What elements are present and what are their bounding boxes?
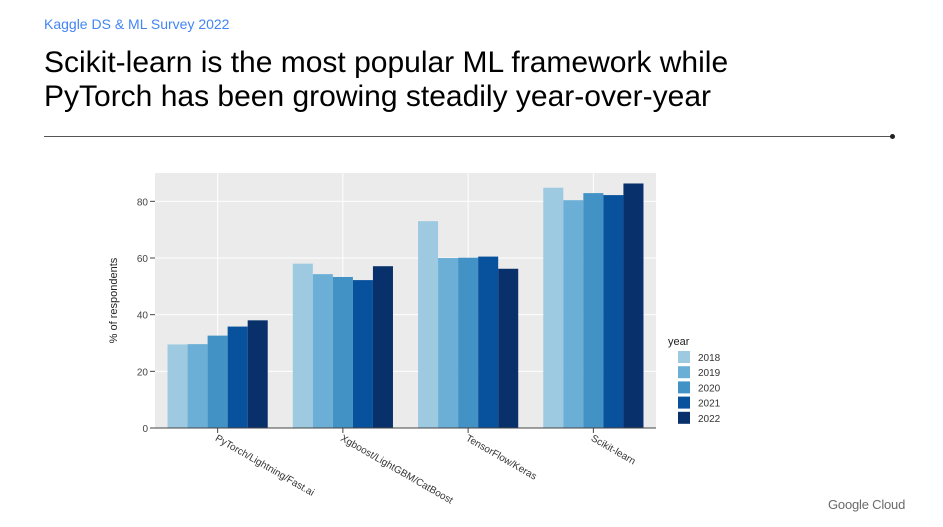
y-tick-label: 0 — [142, 424, 148, 435]
x-tick-label: PyTorch/Lightning/Fast.ai — [213, 433, 316, 499]
legend-swatch-2018 — [678, 351, 690, 363]
bar-2020-3 — [458, 257, 479, 428]
legend-swatch-2021 — [678, 396, 690, 409]
google-cloud-logo: Google Cloud — [828, 497, 906, 512]
y-tick-label: 40 — [137, 311, 149, 322]
y-axis-title: % of respondents — [108, 257, 120, 343]
survey-kicker: Kaggle DS & ML Survey 2022 — [44, 16, 230, 32]
bar-2022-1 — [247, 320, 268, 428]
bar-2019-3 — [438, 258, 459, 428]
bar-2022-3 — [498, 268, 519, 428]
title-divider — [44, 136, 892, 137]
page-title: Scikit-learn is the most popular ML fram… — [44, 46, 904, 114]
y-tick-label: 20 — [137, 367, 149, 378]
legend-swatch-2022 — [678, 411, 690, 424]
legend-title: year — [668, 336, 690, 348]
divider-end-dot — [890, 134, 895, 139]
legend-label-2019: 2019 — [698, 368, 721, 379]
bar-2021-2 — [352, 280, 373, 428]
page-title-line-1: Scikit-learn is the most popular ML fram… — [44, 46, 729, 79]
page-title-line-2: PyTorch has been growing steadily year-o… — [44, 80, 711, 113]
y-tick-label: 60 — [137, 254, 149, 265]
legend-label-2021: 2021 — [698, 399, 721, 410]
y-tick-label: 80 — [137, 197, 149, 208]
bar-2020-4 — [583, 193, 604, 428]
bar-2018-1 — [167, 344, 188, 428]
x-tick-label: TensorFlow/Keras — [464, 433, 539, 483]
bar-2018-2 — [292, 263, 313, 428]
x-tick-label: Xgboost/LightGBM/CatBoost — [338, 433, 454, 507]
bar-2019-4 — [563, 200, 584, 428]
legend-swatch-2020 — [678, 381, 690, 394]
legend-label-2022: 2022 — [698, 414, 721, 425]
legend-label-2018: 2018 — [698, 353, 721, 364]
bar-2022-2 — [372, 266, 393, 428]
bar-2021-1 — [227, 326, 248, 428]
bar-2020-1 — [207, 335, 228, 428]
legend-swatch-2019 — [678, 366, 690, 379]
bar-2018-3 — [418, 221, 439, 428]
legend-label-2020: 2020 — [698, 383, 721, 394]
bar-2019-1 — [187, 344, 208, 428]
bar-2022-4 — [623, 183, 644, 428]
bar-2018-4 — [543, 187, 564, 428]
bar-2021-4 — [603, 195, 624, 428]
bar-2021-3 — [478, 256, 499, 428]
bar-2020-2 — [332, 276, 353, 428]
x-tick-label: Scikit-learn — [589, 433, 637, 467]
bar-2019-2 — [312, 274, 333, 428]
